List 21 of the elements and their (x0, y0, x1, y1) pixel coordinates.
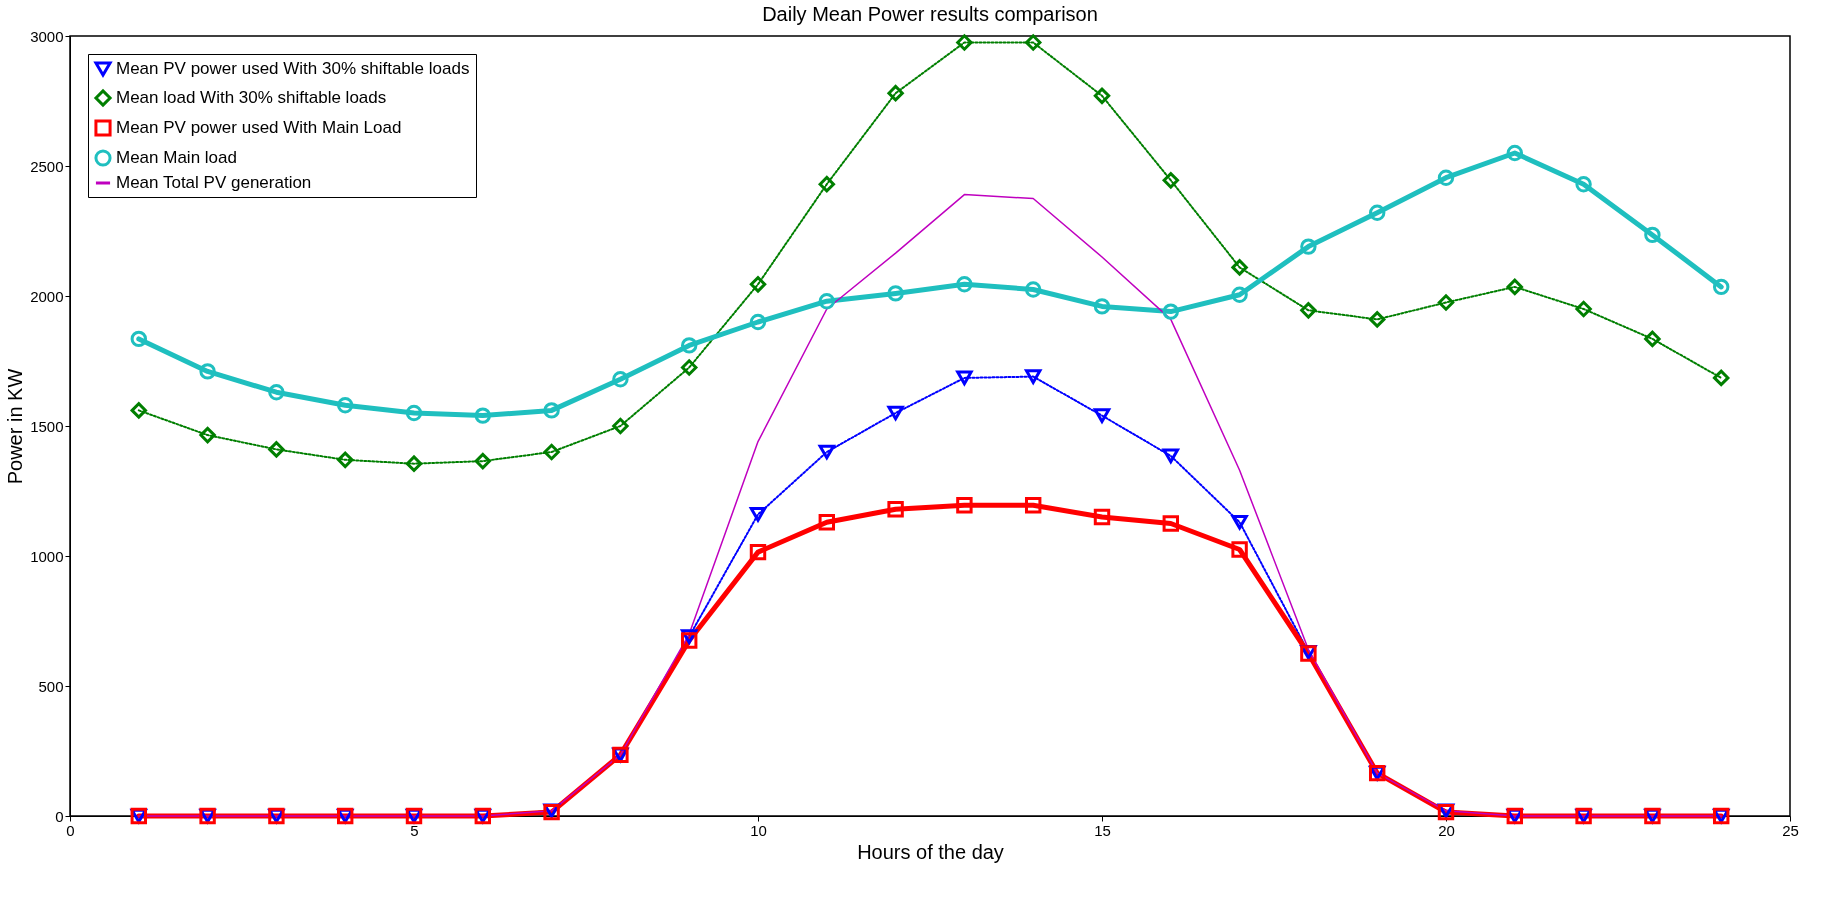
x-axis-title: Hours of the day (857, 840, 1004, 863)
legend-label: Mean PV power used With 30% shiftable loads (116, 59, 470, 78)
y-tick-label: 2500 (30, 157, 64, 175)
x-tick-label: 10 (750, 821, 767, 839)
y-tick-label: 1500 (30, 417, 64, 435)
x-tick-label: 5 (410, 821, 419, 839)
legend-label: Mean Total PV generation (116, 173, 312, 192)
y-tick-label: 0 (55, 807, 64, 825)
chart-title: Daily Mean Power results comparison (762, 3, 1098, 25)
y-tick-label: 500 (38, 677, 64, 695)
y-tick-label: 3000 (30, 27, 64, 45)
legend-label: Mean Main load (116, 148, 237, 167)
y-axis-title: Power in KW (4, 368, 27, 485)
x-tick-label: 15 (1094, 821, 1111, 839)
legend-label: Mean PV power used With Main Load (116, 118, 402, 137)
y-tick-label: 2000 (30, 287, 64, 305)
x-tick-label: 20 (1438, 821, 1455, 839)
x-tick-label: 0 (66, 821, 75, 839)
x-tick-label: 25 (1782, 821, 1799, 839)
y-tick-label: 1000 (30, 547, 64, 565)
legend-label: Mean load With 30% shiftable loads (116, 88, 387, 107)
